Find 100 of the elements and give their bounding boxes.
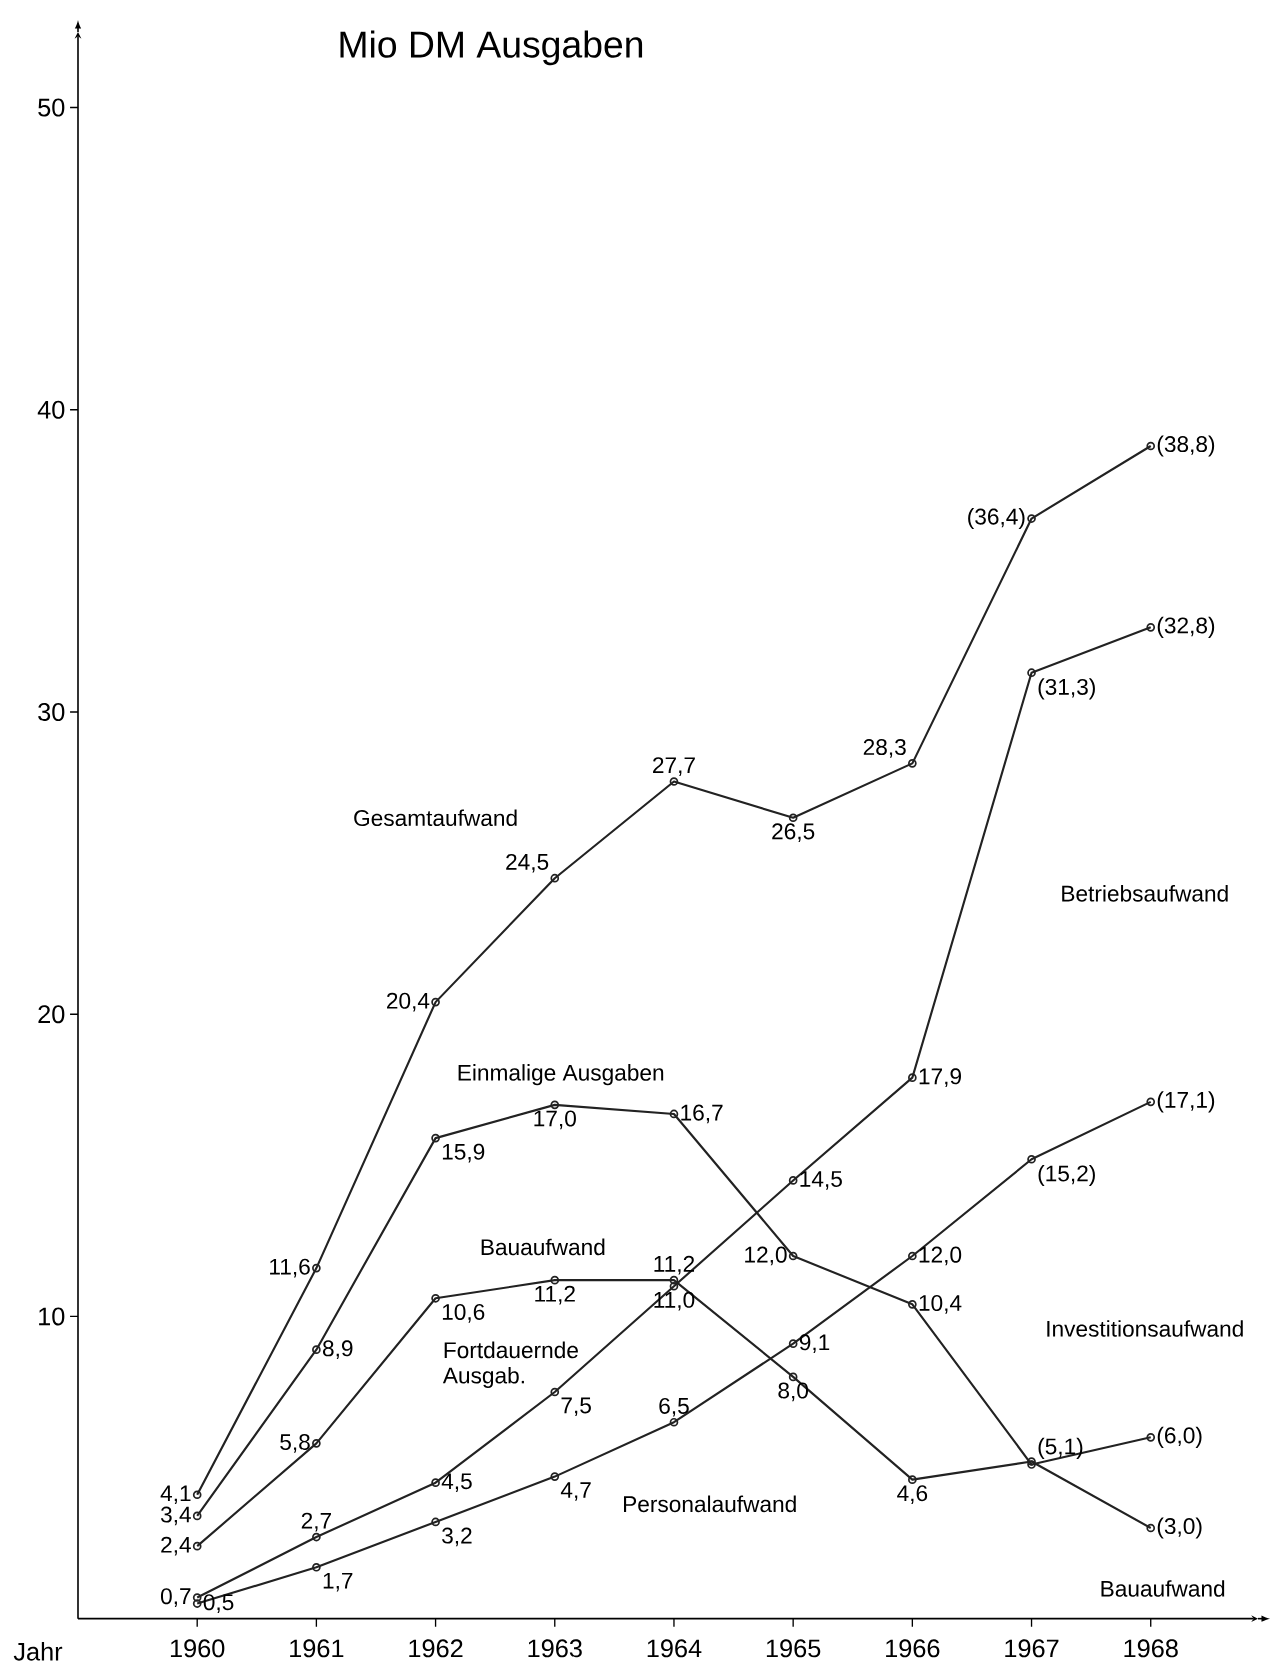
point <box>669 1275 679 1285</box>
data-label: (36,4) <box>968 508 1025 530</box>
point <box>788 1176 798 1185</box>
point <box>312 1439 321 1448</box>
data-label: 17,0 <box>534 1110 576 1130</box>
point <box>431 997 440 1007</box>
point <box>550 1100 560 1110</box>
point <box>550 1387 560 1397</box>
data-label: 8,9 <box>322 1340 353 1360</box>
point <box>1027 1457 1036 1466</box>
data-label: 8,0 <box>778 1382 809 1402</box>
text: Gesamtaufwand <box>354 809 517 827</box>
point <box>788 813 798 823</box>
point <box>669 1417 679 1427</box>
point <box>312 1562 321 1572</box>
x-tick-label: 1967 <box>1005 1639 1059 1658</box>
data-label: 26,5 <box>772 823 815 843</box>
y-tick-label: 30 <box>38 703 65 721</box>
data-label: (3,0) <box>1157 1517 1202 1539</box>
text: Personalaufwand <box>624 1495 796 1513</box>
data-label: 0,5 <box>203 1594 234 1613</box>
data-label: 12,0 <box>745 1246 787 1266</box>
y-tick-label: 10 <box>39 1307 65 1326</box>
data-label: 11,6 <box>270 1258 310 1278</box>
data-label: 27,7 <box>653 757 695 776</box>
data-label: 15,9 <box>442 1143 485 1163</box>
chart-title: Mio DM Ausgaben <box>340 30 643 66</box>
data-label: 24,5 <box>506 853 549 873</box>
point <box>431 1517 440 1527</box>
annotation: Betriebsaufwand <box>1062 885 1228 902</box>
x-tick-label: 1961 <box>290 1639 344 1658</box>
point <box>431 1133 440 1143</box>
data-label: 4,6 <box>897 1485 928 1504</box>
point <box>788 1339 798 1348</box>
point <box>312 1532 321 1542</box>
x-tick-label: 1963 <box>528 1639 582 1658</box>
data-label: 3,2 <box>442 1527 472 1547</box>
point <box>1027 514 1036 523</box>
series-label: Einmalige Ausgaben <box>458 1064 664 1086</box>
data-label: 20,4 <box>387 992 430 1012</box>
x-tick-label: 1962 <box>409 1639 463 1658</box>
point <box>1027 1154 1036 1164</box>
data-label: (6,0) <box>1157 1426 1202 1448</box>
point <box>908 1073 917 1083</box>
point <box>908 1300 917 1309</box>
data-label: 4,7 <box>560 1482 591 1501</box>
point <box>550 873 560 883</box>
data-label: 2,4 <box>161 1536 191 1556</box>
point <box>669 777 679 786</box>
point <box>1027 1460 1036 1469</box>
y-tick-label: 20 <box>38 1005 65 1024</box>
point <box>908 1475 917 1484</box>
x-axis-title: Jahr <box>13 1642 63 1661</box>
data-label: (32,8) <box>1157 616 1215 638</box>
data-label: 6,5 <box>659 1397 689 1417</box>
y-tick-label: 40 <box>37 400 65 419</box>
x-tick-label: 1960 <box>170 1639 225 1658</box>
y-tick-label: 50 <box>38 98 65 117</box>
series-label: Fortdauernde Ausgab. <box>442 1341 578 1389</box>
data-label: 10,4 <box>919 1294 962 1314</box>
data-label: 16,7 <box>681 1104 723 1124</box>
point <box>1027 668 1036 678</box>
point <box>669 1281 679 1291</box>
data-label: 5,8 <box>280 1434 310 1453</box>
data-label: 28,3 <box>863 739 906 758</box>
data-label: 11,0 <box>654 1291 695 1311</box>
point <box>550 1275 560 1285</box>
point <box>908 759 917 768</box>
data-label: 7,5 <box>561 1397 591 1417</box>
data-label: (38,8) <box>1157 435 1215 457</box>
point <box>788 1251 798 1261</box>
point <box>669 1109 679 1119</box>
series-label: Bauaufwand <box>481 1238 605 1256</box>
x-tick-label: 1968 <box>1124 1639 1178 1658</box>
data-label: 9,1 <box>799 1334 830 1354</box>
point <box>788 1372 798 1382</box>
data-label: (17,1) <box>1157 1091 1215 1113</box>
data-label: (31,3) <box>1038 678 1095 700</box>
data-label: 12,0 <box>919 1246 962 1266</box>
data-label: 11,2 <box>535 1285 575 1305</box>
x-tick-label: 1965 <box>766 1639 821 1658</box>
annotation: Bauaufwand <box>1101 1580 1225 1597</box>
point <box>431 1478 440 1487</box>
point <box>908 1251 917 1261</box>
annotation: Investitionsaufwand <box>1047 1320 1243 1337</box>
data-label: (15,2) <box>1038 1164 1095 1186</box>
data-label: (5,1) <box>1038 1437 1083 1459</box>
data-label: 17,9 <box>919 1068 961 1088</box>
x-tick-label: 1966 <box>886 1639 940 1658</box>
data-label: 3,4 <box>160 1506 191 1526</box>
data-label: 1,7 <box>323 1572 353 1592</box>
data-label: 10,6 <box>442 1303 485 1323</box>
x-tick-label: 1964 <box>647 1639 702 1658</box>
data-label: 2,7 <box>301 1512 331 1532</box>
data-label: 4,5 <box>441 1473 472 1492</box>
data-label: 0,7 <box>160 1588 191 1607</box>
point <box>312 1263 321 1273</box>
point <box>431 1293 440 1303</box>
data-label: 14,5 <box>800 1171 842 1190</box>
point <box>550 1472 560 1481</box>
